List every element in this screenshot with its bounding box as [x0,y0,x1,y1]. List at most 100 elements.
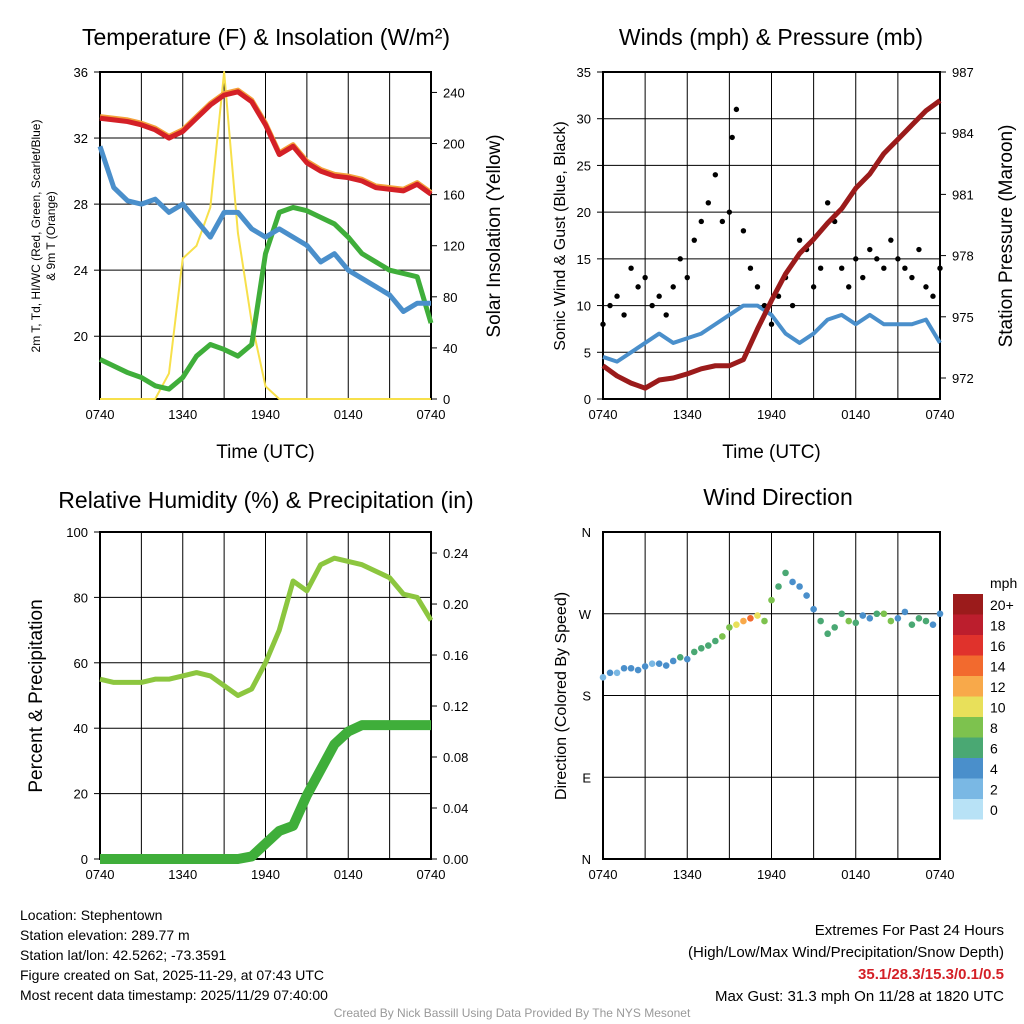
gust-point [684,274,690,281]
y2-tick-label: 0.20 [443,597,468,612]
created-text: Figure created on Sat, 2025-11-29, at 07… [20,967,325,983]
direction-point [796,583,803,590]
legend-label: 18 [990,618,1006,634]
y2-tick-label: 80 [443,290,457,305]
y2-tick-label: 0.04 [443,801,468,816]
gust-point [628,265,634,271]
legend-swatch [953,799,983,820]
y-axis-label: 2m T, Td, HI/WC (Red, Green, Scarlet/Blu… [29,120,43,353]
y-tick-label: 60 [74,656,88,671]
gust-point [729,134,735,141]
direction-point [775,583,782,590]
gust-point [874,256,880,262]
direction-point [648,660,656,668]
legend-swatch [953,696,983,717]
y2-tick-label: 975 [952,310,974,325]
legend-label: 0 [990,802,998,818]
direction-point [754,612,761,619]
direction-point [936,610,944,618]
legend-swatch [953,635,983,656]
latlon-text: Station lat/lon: 42.5262; -73.3591 [20,947,227,963]
series-precipitation [100,720,431,864]
x-tick-label: 1340 [168,407,197,422]
gust-point [656,293,662,299]
x-tick-label: 0740 [589,407,618,422]
gust-point [867,246,873,253]
direction-point [922,617,930,625]
series-2m-t [99,89,433,197]
gust-point [726,209,733,215]
panel-3: Relative Humidity (%) & Precipitation (i… [26,487,474,882]
direction-point [740,617,747,625]
direction-point [887,617,895,625]
y2-tick-label: 0.08 [443,750,468,765]
direction-point [873,610,881,618]
x-axis-label: Time (UTC) [722,442,821,463]
x-tick-label: 1340 [673,867,702,882]
y2-tick-label: 160 [443,188,465,203]
gust-point [607,302,613,309]
direction-point [655,660,663,668]
direction-point [606,669,614,677]
direction-point [831,624,838,631]
direction-point [859,612,867,619]
x-tick-label: 0140 [841,407,870,422]
gust-point [621,312,627,318]
gust-point [754,284,761,290]
legend-swatch [953,778,983,799]
gust-point [691,237,697,243]
y-tick-label: S [582,689,591,704]
gust-point [930,293,936,299]
y-tick-label: 15 [577,252,591,267]
y-tick-label: 30 [577,112,591,127]
direction-point [915,614,923,622]
direction-point [789,578,796,586]
series-pressure [601,98,942,391]
gust-point [600,321,606,327]
gust-point [698,218,704,225]
y-tick-label: 0 [81,852,88,867]
panel-1: Temperature (F) & Insolation (W/m²) 0740 1… [29,24,505,463]
x-tick-label: 0740 [926,867,955,882]
direction-point [810,605,817,613]
x-tick-label: 0740 [86,867,115,882]
location-text: Location: Stephentown [20,907,163,923]
x-tick-label: 0740 [589,867,618,882]
legend-swatch [953,737,983,758]
legend-title: mph [990,575,1017,591]
y-tick-label: 28 [74,197,88,212]
x-tick-label: 0740 [417,407,446,422]
x-tick-label: 0140 [841,867,870,882]
gust-point [677,256,683,262]
extremes-subtitle: (High/Low/Max Wind/Precipitation/Snow De… [688,944,1004,961]
direction-point [726,624,733,631]
recent-text: Most recent data timestamp: 2025/11/29 0… [20,987,328,1003]
chart-title: Temperature (F) & Insolation (W/m²) [82,24,450,50]
extremes-title: Extremes For Past 24 Hours [814,922,1004,939]
y-axis-label: Percent & Precipitation [26,599,47,792]
x-tick-label: 0140 [334,407,363,422]
direction-point [901,608,909,616]
direction-point [641,663,649,670]
gust-point [860,274,866,281]
legend-label: 14 [990,659,1006,675]
direction-point [817,617,824,625]
y-tick-label: 35 [577,65,591,80]
legend-label: 2 [990,782,998,798]
legend-label: 20+ [990,597,1014,613]
elevation-text: Station elevation: 289.77 m [20,927,190,943]
direction-point [929,621,937,628]
gust-point [663,312,669,318]
direction-point [908,621,916,628]
direction-point [683,655,691,663]
gust-point [853,256,859,262]
direction-point [761,617,768,625]
series-dew-point [98,204,434,392]
speed-legend: mph 20+ 18 16 14 12 10 8 6 4 2 0 [953,575,1017,820]
series-solar-insolation [100,71,431,400]
y2-tick-label: 0 [443,392,450,407]
y-tick-label: N [582,852,591,867]
panel-2: Winds (mph) & Pressure (mb) 0740 1340 1940 0… [552,24,1017,463]
y2-tick-label: 120 [443,239,465,254]
